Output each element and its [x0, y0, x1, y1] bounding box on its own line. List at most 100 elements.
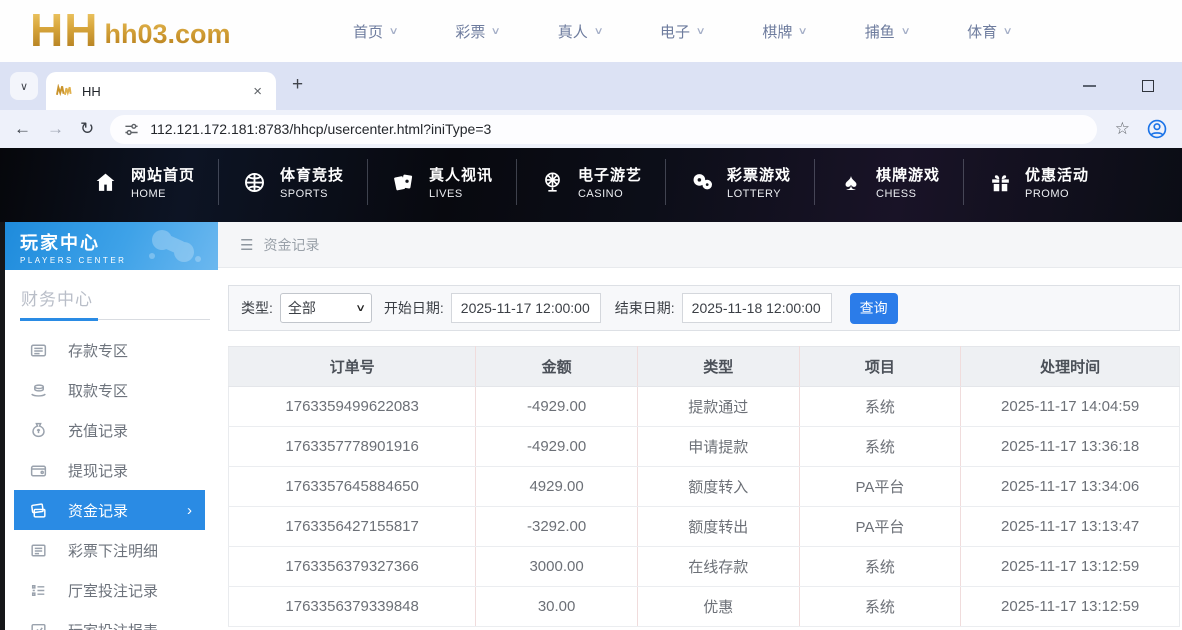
sidebar-item-funds-record[interactable]: 资金记录 ›	[14, 490, 205, 530]
sidebar-item-label: 提现记录	[68, 462, 129, 480]
hamburger-icon[interactable]: ☰	[240, 236, 254, 254]
col-header-order-no: 订单号	[227, 346, 477, 387]
minimize-icon[interactable]	[1083, 85, 1096, 87]
banner-nav-lottery[interactable]: 彩票 ∨	[455, 21, 501, 42]
left-edge-strip	[0, 222, 5, 630]
back-icon[interactable]: ←	[14, 119, 31, 138]
deposit-card-icon	[29, 341, 48, 360]
maximize-icon[interactable]	[1142, 80, 1154, 92]
cell-type: 在线存款	[637, 546, 800, 587]
breadcrumb-label: 资金记录	[263, 236, 320, 253]
cell-project: 系统	[799, 426, 962, 467]
type-select[interactable]: 全部 ∨	[279, 293, 372, 323]
spade-icon: ♠	[844, 169, 858, 195]
sitenav-label-zh: 体育竞技	[279, 167, 344, 184]
bet-detail-icon	[29, 541, 48, 560]
sitenav-item-sports[interactable]: 体育竞技 SPORTS	[219, 159, 368, 205]
chevron-down-icon: ∨	[593, 25, 604, 37]
sitenav-label-en: CASINO	[577, 188, 624, 200]
end-date-label: 结束日期:	[614, 300, 675, 316]
banner-nav-label: 体育	[967, 23, 998, 41]
sitenav-item-chess[interactable]: ♠ 棋牌游戏 CHESS	[815, 159, 965, 205]
chevron-down-icon: ∨	[797, 25, 809, 37]
sitenav-label-zh: 棋牌游戏	[876, 167, 941, 184]
end-date-input[interactable]: 2025-11-18 12:00:00	[681, 293, 832, 323]
site-settings-icon[interactable]	[124, 122, 139, 137]
sidebar-item-withdrawal-record[interactable]: 提现记录	[5, 450, 218, 490]
start-date-input[interactable]: 2025-11-17 12:00:00	[450, 293, 601, 323]
cell-type: 额度转入	[637, 466, 800, 507]
cell-order-no: 1763356427155817	[227, 506, 477, 547]
cell-project: 系统	[799, 546, 962, 587]
sitenav-item-promo[interactable]: 优惠活动 PROMO	[964, 159, 1112, 205]
basketball-icon	[242, 169, 268, 195]
list-icon	[29, 581, 48, 600]
sitenav-item-lottery[interactable]: 彩票游戏 LOTTERY	[666, 159, 816, 205]
bookmark-star-icon[interactable]: ☆	[1114, 119, 1130, 138]
banner-nav-label: 电子	[660, 23, 691, 41]
search-button[interactable]: 查询	[849, 292, 898, 324]
report-chart-icon	[29, 621, 48, 630]
browser-tab[interactable]: HH ×	[46, 72, 276, 110]
sitenav-label-zh: 电子游艺	[577, 167, 642, 184]
cell-amount: 4929.00	[475, 466, 638, 507]
sitenav-item-lives[interactable]: 真人视讯 LIVES	[368, 159, 517, 205]
cell-amount: 30.00	[475, 586, 638, 627]
cell-project: PA平台	[799, 466, 962, 507]
banner-nav-live[interactable]: 真人 ∨	[557, 21, 604, 42]
table-row: 1763356379339848 30.00 优惠 系统 2025-11-17 …	[227, 586, 1180, 627]
tab-search-button[interactable]: ∨	[10, 72, 38, 100]
cell-type: 申请提款	[637, 426, 800, 467]
banner-nav-fishing[interactable]: 捕鱼 ∨	[865, 21, 911, 42]
banner-nav-home[interactable]: 首页 ∨	[353, 21, 399, 42]
type-select-value: 全部	[287, 300, 316, 316]
banner-nav-slots[interactable]: 电子 ∨	[660, 21, 706, 42]
chevron-down-icon: ∨	[1002, 25, 1013, 37]
col-header-type: 类型	[637, 346, 800, 387]
reload-icon[interactable]: ↻	[80, 119, 95, 138]
url-bar[interactable]: 112.121.172.181:8783/hhcp/usercenter.htm…	[110, 114, 1097, 144]
cell-time: 2025-11-17 13:12:59	[960, 586, 1180, 627]
banner-nav-sports[interactable]: 体育 ∨	[967, 21, 1013, 42]
new-tab-button[interactable]: +	[292, 74, 304, 95]
forward-icon[interactable]: →	[47, 119, 64, 138]
tab-favicon	[56, 84, 72, 97]
cell-time: 2025-11-17 13:34:06	[960, 466, 1180, 507]
sidebar-item-player-bet-report[interactable]: 玩家投注报表	[5, 610, 218, 630]
tab-close-icon[interactable]: ×	[253, 82, 262, 100]
site-banner: HH hh03.com 首页 ∨ 彩票 ∨ 真人 ∨ 电子 ∨ 棋牌 ∨	[0, 0, 1182, 62]
gift-icon	[987, 169, 1013, 195]
cell-type: 提款通过	[637, 386, 800, 427]
banner-nav-label: 彩票	[455, 23, 486, 41]
filter-bar: 类型: 全部 ∨ 开始日期: 2025-11-17 12:00:00 结束日期:…	[228, 285, 1180, 331]
sidebar-item-lottery-bet-detail[interactable]: 彩票下注明细	[5, 530, 218, 570]
sitenav-item-home[interactable]: 网站首页 HOME	[70, 159, 219, 205]
sidebar-item-deposit-zone[interactable]: 存款专区	[5, 330, 218, 370]
sidebar-section-title: 财务中心	[21, 290, 93, 309]
table-row: 1763356379327366 3000.00 在线存款 系统 2025-11…	[227, 546, 1180, 587]
chevron-right-icon: ›	[187, 501, 192, 519]
sidebar: 玩家中心 PLAYERS CENTER 财务中心 存款专区	[5, 222, 218, 630]
chevron-down-icon: ∨	[354, 302, 366, 314]
start-date-label: 开始日期:	[383, 300, 444, 316]
banner-nav-label: 真人	[557, 23, 588, 41]
site-logo[interactable]: HH hh03.com	[30, 4, 231, 56]
sidebar-item-label: 资金记录	[68, 502, 129, 520]
money-bag-icon	[29, 421, 48, 440]
gamepad-icon	[149, 230, 201, 262]
cell-time: 2025-11-17 13:13:47	[960, 506, 1180, 547]
banner-nav-label: 棋牌	[762, 23, 793, 41]
playing-cards-icon	[391, 169, 417, 195]
sitenav-label-en: LIVES	[428, 188, 463, 200]
banner-nav-chess[interactable]: 棋牌 ∨	[762, 21, 809, 42]
cell-time: 2025-11-17 13:12:59	[960, 546, 1180, 587]
sidebar-item-room-bet-record[interactable]: 厅室投注记录	[5, 570, 218, 610]
home-icon	[93, 169, 119, 195]
records-table-wrap: 订单号 金额 类型 项目 处理时间 1763359499622083 -4929…	[227, 346, 1180, 627]
profile-icon[interactable]	[1146, 118, 1168, 140]
sidebar-item-withdraw-zone[interactable]: 取款专区	[5, 370, 218, 410]
sidebar-item-recharge-record[interactable]: 充值记录	[5, 410, 218, 450]
sitenav-item-casino[interactable]: 电子游艺 CASINO	[517, 159, 666, 205]
sidebar-item-label: 厅室投注记录	[68, 582, 159, 600]
chevron-down-icon: ∨	[19, 80, 29, 93]
